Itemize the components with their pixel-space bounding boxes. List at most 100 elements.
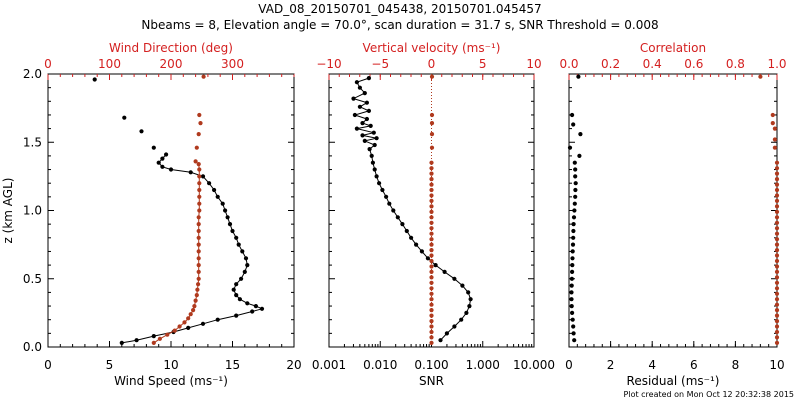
y-tick-label: 1.0	[23, 204, 42, 218]
data-point	[573, 194, 578, 199]
data-point	[774, 269, 780, 274]
data-point	[774, 329, 780, 335]
data-point	[571, 215, 577, 220]
top-tick-label: 1.0	[767, 57, 786, 71]
data-point	[429, 286, 434, 291]
top-axis-label: Wind Direction (deg)	[109, 41, 233, 55]
data-point	[364, 116, 369, 122]
data-point	[438, 338, 443, 343]
top-tick-label: 100	[98, 57, 121, 71]
data-point	[567, 145, 573, 150]
data-point	[370, 160, 375, 165]
data-point	[774, 308, 780, 313]
data-point	[429, 340, 434, 345]
top-tick-label: 0.6	[684, 57, 703, 71]
data-point	[193, 298, 198, 303]
data-point	[223, 208, 228, 213]
data-point	[433, 263, 438, 268]
series-1-1	[119, 152, 265, 345]
data-point	[429, 209, 434, 214]
data-point	[196, 132, 201, 137]
data-point	[195, 287, 200, 292]
data-point	[225, 215, 230, 220]
bottom-tick-label: 10	[163, 358, 178, 372]
bottom-tick-label: 20	[286, 358, 301, 372]
top-axis-label: Correlation	[640, 41, 706, 55]
data-point	[220, 201, 225, 206]
data-point	[569, 290, 574, 295]
data-point	[207, 181, 212, 186]
data-point	[774, 193, 780, 198]
data-point	[200, 321, 206, 326]
series-1-2	[92, 77, 156, 150]
data-point	[164, 152, 169, 157]
data-point	[134, 338, 139, 343]
data-point	[156, 160, 161, 165]
data-point	[197, 167, 202, 172]
top-tick-label: −10	[316, 57, 341, 71]
data-point	[372, 167, 377, 172]
bottom-tick-label: 0.010	[363, 358, 397, 372]
data-point	[177, 324, 182, 329]
data-point	[578, 132, 583, 137]
data-point	[197, 201, 202, 206]
bottom-tick-label: 1.000	[466, 358, 500, 372]
data-point	[452, 276, 457, 281]
data-point	[572, 160, 577, 165]
data-point	[151, 334, 156, 339]
data-point	[429, 258, 434, 264]
data-point	[371, 130, 376, 135]
data-point	[196, 269, 201, 274]
data-point	[429, 177, 434, 182]
data-point	[429, 253, 434, 258]
data-point	[429, 171, 434, 176]
data-point	[429, 319, 434, 324]
data-point	[196, 242, 201, 247]
y-tick-label: 2.0	[23, 67, 42, 81]
data-point	[774, 220, 780, 225]
data-point	[369, 153, 374, 158]
data-point	[774, 231, 780, 236]
data-point	[367, 147, 372, 152]
data-point	[429, 226, 434, 231]
top-tick-label: 0.4	[643, 57, 662, 71]
data-point	[464, 310, 469, 315]
data-point	[570, 112, 575, 118]
data-point	[429, 121, 435, 126]
data-point	[151, 145, 156, 150]
data-point	[215, 317, 220, 322]
data-point	[429, 291, 434, 296]
data-point	[197, 112, 202, 118]
data-point	[198, 121, 203, 126]
data-point	[194, 145, 199, 150]
data-point	[139, 129, 144, 134]
bottom-tick-label: 0.001	[312, 358, 346, 372]
series-line	[153, 164, 200, 344]
data-point	[239, 276, 244, 281]
data-point	[570, 317, 575, 322]
bottom-tick-label: 4	[648, 358, 656, 372]
panel-2	[328, 73, 535, 348]
data-point	[571, 331, 576, 336]
data-point	[201, 74, 206, 79]
data-point	[429, 275, 434, 280]
data-point	[774, 275, 780, 280]
figure-subtitle: Nbeams = 8, Elevation angle = 70.0°, sca…	[141, 18, 659, 32]
data-point	[259, 306, 265, 311]
data-point	[196, 249, 201, 254]
top-tick-label: 0.0	[559, 57, 578, 71]
data-point	[429, 182, 434, 187]
top-tick-label: 0	[428, 57, 436, 71]
bottom-tick-label: 2	[607, 358, 615, 372]
data-point	[770, 121, 775, 126]
data-point	[366, 76, 371, 81]
data-point	[362, 138, 367, 143]
data-point	[570, 263, 575, 268]
data-point	[429, 187, 434, 193]
data-point	[429, 220, 434, 225]
data-point	[429, 313, 434, 318]
data-point	[429, 166, 434, 171]
data-point	[354, 126, 359, 131]
y-tick-label: 1.5	[23, 135, 42, 149]
data-point	[571, 228, 576, 234]
